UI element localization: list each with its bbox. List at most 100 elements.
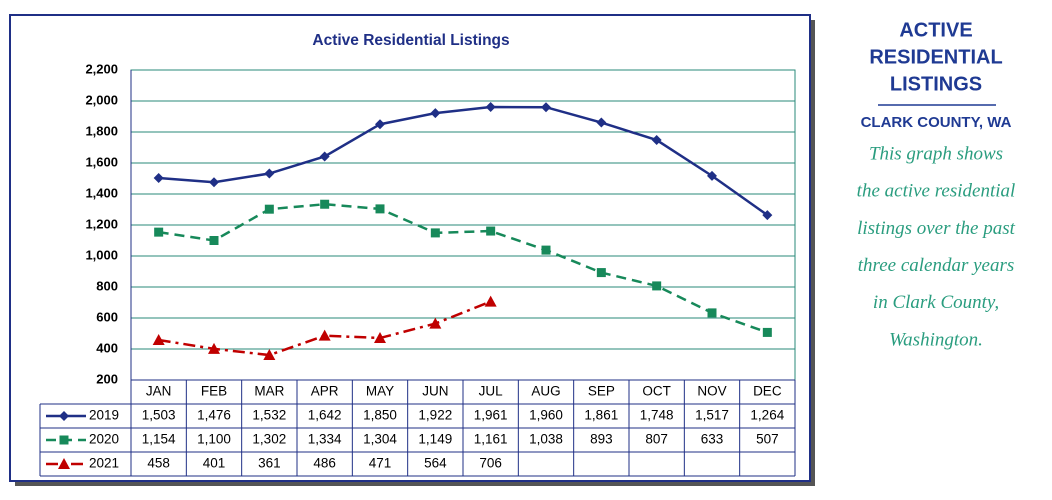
- data-point: [541, 245, 551, 255]
- table-value: 471: [369, 456, 392, 471]
- x-tick-label: AUG: [531, 384, 560, 399]
- table-value: 1,961: [474, 408, 508, 423]
- table-value: 564: [424, 456, 447, 471]
- data-point: [320, 199, 330, 209]
- table-value: 361: [258, 456, 281, 471]
- y-tick-label: 2,000: [85, 92, 118, 107]
- data-point: [484, 295, 497, 307]
- side-title: LISTINGS: [890, 73, 982, 95]
- y-tick-label: 1,000: [85, 247, 118, 262]
- data-point: [707, 308, 717, 318]
- data-point: [762, 210, 773, 221]
- table-value: 1,264: [750, 408, 784, 423]
- table-value: 706: [479, 456, 502, 471]
- table-value: 1,476: [197, 408, 231, 423]
- table-value: 1,100: [197, 432, 231, 447]
- y-tick-label: 1,400: [85, 185, 118, 200]
- side-description: This graph shows: [869, 143, 1003, 164]
- y-tick-label: 1,200: [85, 216, 118, 231]
- chart-frame: [9, 14, 811, 482]
- table-value: 1,960: [529, 408, 563, 423]
- data-point: [485, 102, 496, 113]
- x-tick-label: APR: [311, 384, 339, 399]
- data-point: [208, 342, 220, 354]
- table-value: 1,161: [474, 432, 508, 447]
- side-description: in Clark County,: [873, 292, 999, 313]
- table-value: 1,149: [418, 432, 452, 447]
- table-value: 1,517: [695, 408, 729, 423]
- side-panel: CLARK COUNTY, WA: [861, 104, 1012, 131]
- table-value: 893: [590, 432, 613, 447]
- legend-marker: [59, 435, 69, 445]
- data-point: [154, 227, 164, 237]
- data-point: [430, 108, 441, 119]
- data-point: [651, 135, 662, 146]
- table-value: 458: [147, 456, 170, 471]
- y-tick-label: 200: [96, 371, 118, 386]
- side-description: Washington.: [889, 329, 983, 350]
- table-value: 807: [645, 432, 668, 447]
- data-point: [264, 204, 274, 214]
- table-value: 1,154: [142, 432, 176, 447]
- data-point: [318, 329, 331, 341]
- data-point: [209, 236, 219, 245]
- data-point: [375, 204, 385, 214]
- data-point: [430, 228, 440, 238]
- data-point: [652, 281, 662, 291]
- legend-label: 2020: [89, 432, 119, 447]
- table-value: 1,922: [418, 408, 452, 423]
- table-value: 401: [203, 456, 226, 471]
- side-description: three calendar years: [858, 255, 1015, 276]
- x-tick-label: JUN: [422, 384, 448, 399]
- data-point: [762, 327, 772, 337]
- table-value: 1,748: [640, 408, 674, 423]
- x-tick-label: JAN: [146, 384, 172, 399]
- x-tick-label: SEP: [588, 384, 615, 399]
- legend-label: 2021: [89, 456, 119, 471]
- data-point: [319, 151, 330, 162]
- side-subtitle: CLARK COUNTY, WA: [861, 114, 1012, 131]
- x-tick-label: MAY: [366, 384, 394, 399]
- series-line: [158, 202, 768, 334]
- data-point: [429, 317, 442, 329]
- data-point: [375, 119, 385, 130]
- data-point: [486, 226, 496, 236]
- data-point: [707, 170, 717, 181]
- table-value: 1,642: [308, 408, 342, 423]
- legend-marker: [58, 458, 70, 469]
- x-tick-label: OCT: [642, 384, 671, 399]
- data-point: [541, 102, 551, 113]
- legend-marker: [59, 411, 69, 421]
- side-description: listings over the past: [857, 218, 1016, 239]
- data-point: [152, 334, 165, 346]
- table-value: 507: [756, 432, 779, 447]
- table-value: 1,302: [252, 432, 286, 447]
- side-title: RESIDENTIAL: [869, 46, 1002, 68]
- data-point: [596, 117, 607, 128]
- y-tick-label: 600: [96, 309, 118, 324]
- series-line: [158, 105, 769, 217]
- data-point: [264, 168, 275, 179]
- side-description: the active residential: [857, 181, 1016, 202]
- x-tick-label: DEC: [753, 384, 782, 399]
- data-point: [374, 331, 386, 343]
- table-value: 1,334: [308, 432, 342, 447]
- table-value: 1,038: [529, 432, 563, 447]
- y-tick-label: 1,600: [85, 154, 118, 169]
- side-title: ACTIVE: [899, 19, 972, 41]
- x-tick-label: MAR: [254, 384, 284, 399]
- y-tick-label: 400: [96, 340, 118, 355]
- table-value: 1,861: [584, 408, 618, 423]
- y-tick-label: 800: [96, 278, 118, 293]
- data-point: [209, 177, 219, 188]
- legend-label: 2019: [89, 408, 119, 423]
- table-value: 1,503: [142, 408, 176, 423]
- x-tick-label: FEB: [201, 384, 227, 399]
- table-value: 486: [313, 456, 336, 471]
- data-point: [596, 268, 606, 278]
- table-value: 1,532: [252, 408, 286, 423]
- y-tick-label: 2,200: [85, 61, 118, 76]
- table-value: 1,850: [363, 408, 397, 423]
- y-tick-label: 1,800: [85, 123, 118, 138]
